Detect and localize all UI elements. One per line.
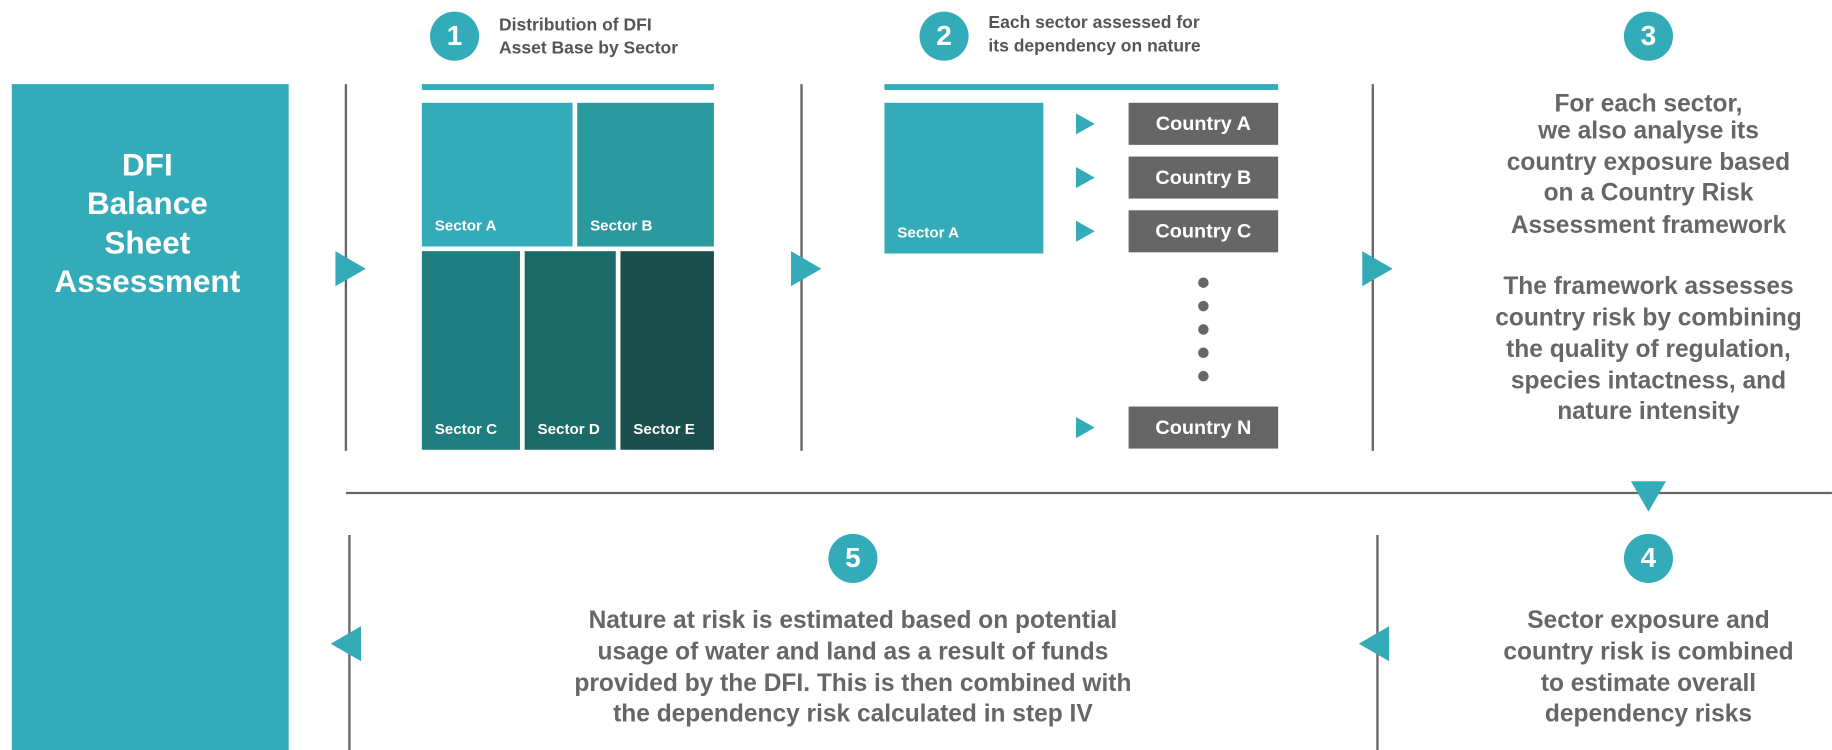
step-text: usage of water and land as a result of f… xyxy=(597,639,1108,666)
step-text: dependency risks xyxy=(1545,700,1752,727)
sidebar-title: Sheet xyxy=(104,225,190,261)
sector-block xyxy=(577,102,714,247)
small-arrow xyxy=(1076,167,1095,189)
step-number: 4 xyxy=(1641,542,1657,573)
step-text: to estimate overall xyxy=(1541,670,1756,697)
sector-block xyxy=(884,102,1044,254)
step-text: For each sector, xyxy=(1554,91,1742,118)
step-number: 1 xyxy=(447,20,463,51)
sidebar-title: DFI xyxy=(122,146,173,182)
sector-block xyxy=(421,251,520,450)
step-text: we also analyse its xyxy=(1537,117,1759,144)
step-badge xyxy=(919,11,969,61)
country-label: Country C xyxy=(1155,221,1251,243)
step-text: country risk by combining xyxy=(1495,304,1802,331)
step-text: Sector exposure and xyxy=(1527,607,1770,634)
step-title: Distribution of DFI xyxy=(499,14,652,34)
step-text: country exposure based xyxy=(1507,149,1790,176)
step-title: its dependency on nature xyxy=(988,35,1200,55)
step-text: species intactness, and xyxy=(1511,367,1786,394)
sidebar xyxy=(11,84,289,750)
small-arrow xyxy=(1076,417,1095,439)
step-text: country risk is combined xyxy=(1503,639,1793,666)
country-box xyxy=(1128,406,1279,449)
country-box xyxy=(1128,156,1279,199)
step-text: on a Country Risk xyxy=(1544,179,1754,206)
sector-block xyxy=(524,251,616,450)
step-number: 5 xyxy=(845,542,861,573)
small-arrow xyxy=(1076,220,1095,242)
step-number: 3 xyxy=(1641,20,1657,51)
sector-label: Sector B xyxy=(590,218,652,235)
ellipsis-dots xyxy=(1198,277,1209,382)
small-arrow xyxy=(1076,113,1095,135)
step-badge xyxy=(1623,533,1674,583)
sector-block xyxy=(620,251,714,450)
sidebar-title: Balance xyxy=(87,185,208,221)
step-text: Nature at risk is estimated based on pot… xyxy=(589,607,1118,634)
country-box xyxy=(1128,210,1279,253)
step-text: provided by the DFI. This is then combin… xyxy=(574,670,1131,697)
sector-label: Sector C xyxy=(435,421,497,438)
step-text: nature intensity xyxy=(1557,398,1740,425)
sector-block xyxy=(421,102,573,247)
country-label: Country A xyxy=(1156,113,1251,135)
sector-label: Sector D xyxy=(537,421,599,438)
country-box xyxy=(1128,102,1279,145)
step-text: the quality of regulation, xyxy=(1506,336,1791,363)
sidebar-title: Assessment xyxy=(54,263,240,299)
header-bar xyxy=(884,84,1279,90)
flow-arrows xyxy=(330,251,1666,662)
country-label: Country N xyxy=(1155,417,1251,439)
step-badge xyxy=(1623,11,1674,61)
step-number: 2 xyxy=(936,20,952,51)
step-title: Each sector assessed for xyxy=(988,12,1199,32)
country-label: Country B xyxy=(1155,167,1251,189)
header-bar xyxy=(421,84,714,90)
step-badge xyxy=(828,533,878,583)
step-text: the dependency risk calculated in step I… xyxy=(613,700,1093,727)
sector-label: Sector A xyxy=(897,225,959,242)
sector-label: Sector A xyxy=(435,218,497,235)
step-text: Assessment framework xyxy=(1511,212,1787,239)
step-text: The framework assesses xyxy=(1503,273,1793,300)
sector-label: Sector E xyxy=(633,421,695,438)
step-badge xyxy=(430,11,480,61)
step-title: Asset Base by Sector xyxy=(499,38,678,58)
